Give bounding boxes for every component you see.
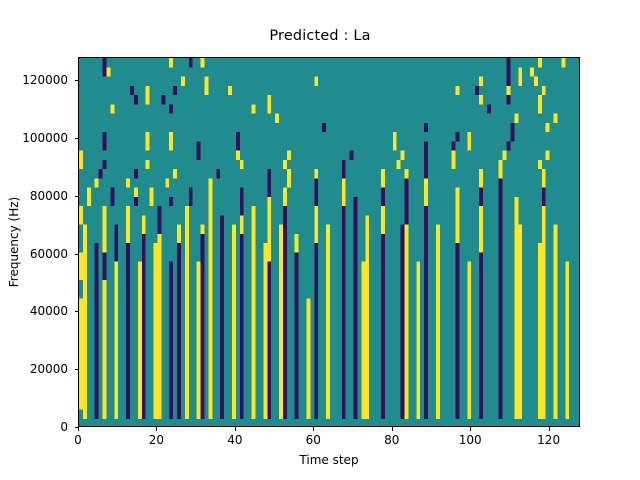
y-tick-label: 0 (60, 420, 68, 434)
y-tick-mark (74, 253, 78, 255)
y-tick-label: 100000 (22, 130, 68, 145)
x-tick-mark (234, 427, 236, 431)
x-tick-label: 20 (148, 433, 165, 447)
x-tick-mark (156, 427, 158, 431)
y-tick-mark (74, 80, 78, 82)
y-tick-mark (74, 369, 78, 371)
x-tick-mark (391, 427, 393, 431)
y-tick-mark (74, 311, 78, 313)
y-tick-label: 80000 (29, 188, 68, 203)
x-axis-label: Time step (299, 453, 359, 467)
heatmap-axes (78, 57, 580, 427)
x-tick-label: 120 (537, 433, 561, 447)
x-tick-label: 0 (74, 433, 82, 447)
y-tick-label: 60000 (29, 246, 68, 261)
chart-title: Predicted : La (269, 28, 371, 44)
heatmap-canvas (79, 58, 579, 426)
x-tick-label: 40 (227, 433, 243, 447)
y-tick-label: 20000 (29, 362, 68, 377)
x-tick-mark (470, 427, 472, 431)
y-tick-mark (74, 427, 78, 428)
x-tick-mark (548, 427, 550, 431)
x-tick-mark (313, 427, 315, 431)
y-tick-label: 40000 (29, 304, 68, 319)
y-tick-mark (74, 195, 78, 197)
y-tick-mark (74, 137, 78, 139)
y-axis-label: Frequency (Hz) (7, 196, 21, 288)
x-tick-label: 80 (384, 433, 400, 447)
x-tick-label: 100 (458, 433, 482, 447)
x-tick-label: 60 (305, 433, 321, 447)
y-tick-label: 120000 (22, 73, 68, 88)
x-tick-mark (78, 427, 79, 431)
